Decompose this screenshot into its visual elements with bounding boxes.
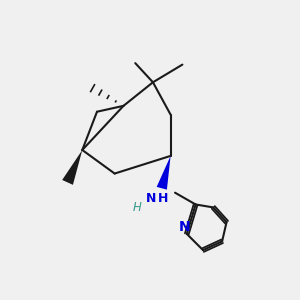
Polygon shape <box>157 156 171 190</box>
Text: N: N <box>146 192 157 205</box>
Text: N: N <box>179 220 190 234</box>
Text: H: H <box>132 201 141 214</box>
Polygon shape <box>62 150 82 185</box>
Text: H: H <box>158 192 168 205</box>
